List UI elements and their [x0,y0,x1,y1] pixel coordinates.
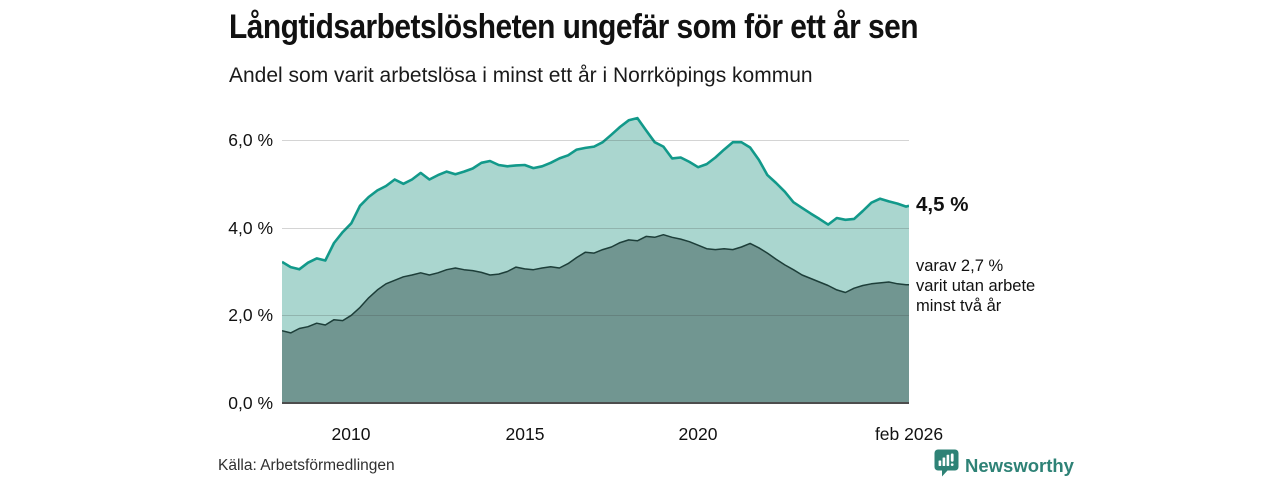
gridline-2pct [282,315,909,316]
chart-subtitle: Andel som varit arbetslösa i minst ett å… [229,64,813,87]
latest-value-label: 4,5 % [916,193,969,216]
y-axis-label-2: 2,0 % [228,305,273,325]
line-series-two-years [282,233,909,334]
newsworthy-logo: Newsworthy [934,449,1074,480]
newsworthy-wordmark: Newsworthy [965,454,1074,476]
area-series-two-years [282,234,909,403]
gridline-4pct [282,228,909,229]
x-axis-label-2015: 2015 [505,424,545,444]
y-axis-label-0: 0,0 % [228,393,273,413]
x-axis-label-feb-2026: feb 2026 [874,424,944,444]
x-axis-baseline [282,402,909,404]
x-axis-label-2010: 2010 [331,424,371,444]
line-series-total-one-year [282,116,909,271]
gridline-6pct [282,140,909,141]
x-axis-label-2020: 2020 [678,424,718,444]
source-attribution: Källa: Arbetsförmedlingen [218,457,395,474]
unemployment-area-chart [282,116,909,403]
plot-area [282,108,909,404]
newsworthy-badge-icon [934,449,959,480]
y-axis-label-6: 6,0 % [228,130,273,150]
y-axis-label-4: 4,0 % [228,218,273,238]
chart-title: Långtidsarbetslösheten ungefär som för e… [229,8,919,46]
latest-two-years-annotation: varav 2,7 % varit utan arbete minst två … [916,257,1036,315]
